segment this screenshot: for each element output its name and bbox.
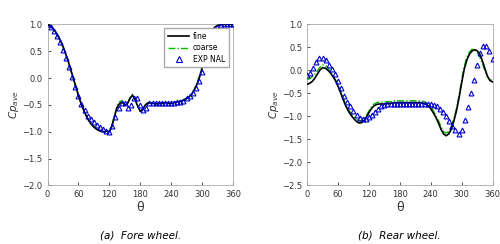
Text: (b)  Rear wheel.: (b) Rear wheel. [358,231,441,241]
Text: (a)  Fore wheel.: (a) Fore wheel. [100,231,181,241]
Y-axis label: $\mathit{Cp}_\mathit{ave}$: $\mathit{Cp}_\mathit{ave}$ [7,91,21,119]
Y-axis label: $\mathit{Cp}_\mathit{ave}$: $\mathit{Cp}_\mathit{ave}$ [266,91,280,119]
X-axis label: θ: θ [136,201,144,214]
X-axis label: θ: θ [396,201,404,214]
Legend: fine, coarse, EXP NAL: fine, coarse, EXP NAL [164,28,229,67]
